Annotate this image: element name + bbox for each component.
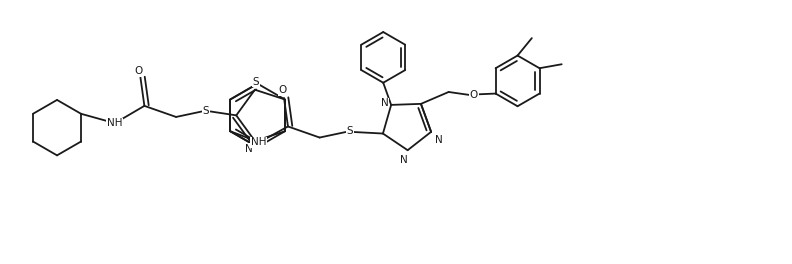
Text: O: O [470, 90, 478, 100]
Text: S: S [346, 126, 353, 136]
Text: NH: NH [107, 118, 122, 128]
Text: N: N [245, 144, 253, 154]
Text: NH: NH [251, 137, 266, 147]
Text: S: S [203, 106, 209, 116]
Text: N: N [400, 155, 408, 165]
Text: O: O [278, 85, 287, 95]
Text: S: S [253, 77, 259, 87]
Text: N: N [381, 98, 389, 108]
Text: N: N [435, 135, 443, 145]
Text: O: O [134, 66, 143, 76]
